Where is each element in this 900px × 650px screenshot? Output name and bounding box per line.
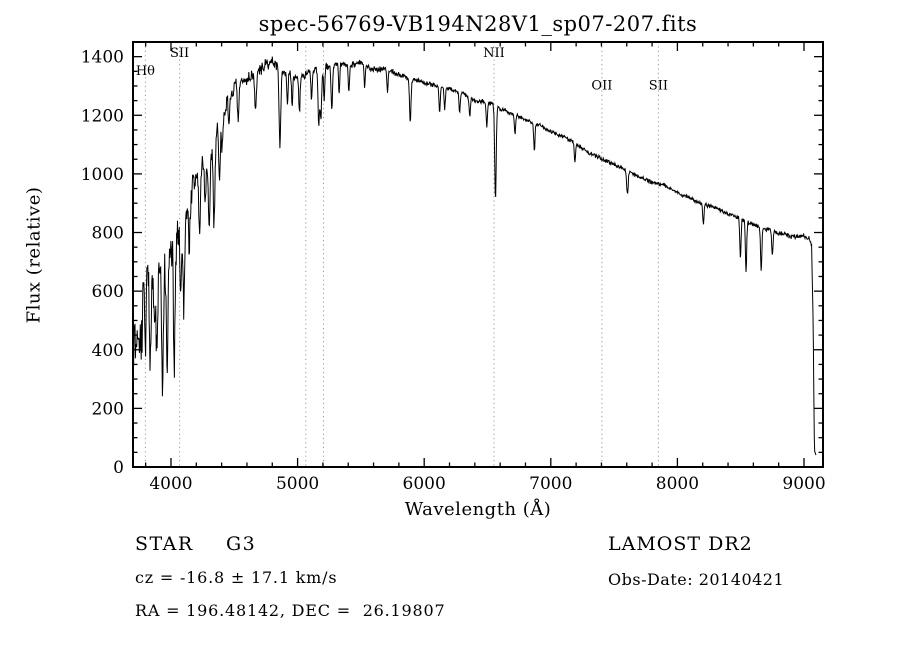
radial-velocity: cz = -16.8 ± 17.1 km/s [135, 568, 338, 587]
x-tick-label: 5000 [276, 474, 319, 494]
y-tick-label: 1200 [81, 106, 124, 126]
y-tick-label: 1000 [81, 165, 124, 185]
y-axis-label: Flux (relative) [23, 186, 45, 324]
object-subclass: G3 [226, 533, 257, 555]
x-axis-label: Wavelength (Å) [404, 499, 552, 520]
y-tick-label: 800 [92, 224, 124, 244]
spectral-marker-label: SII [170, 46, 189, 61]
y-tick-label: 400 [92, 341, 124, 361]
plot-frame [132, 41, 824, 468]
y-tick-label: 200 [92, 399, 124, 419]
spectrum-line [133, 56, 817, 456]
spectral-marker-label: Hθ [136, 64, 155, 79]
x-tick-label: 4000 [149, 474, 192, 494]
spectral-marker-label: SII [649, 79, 668, 94]
obs-date: Obs-Date: 20140421 [608, 570, 785, 589]
y-tick-label: 600 [92, 282, 124, 302]
ra-dec-coordinates: RA = 196.48142, DEC = 26.19807 [135, 601, 446, 620]
survey-name: LAMOST DR2 [608, 533, 753, 555]
spectral-marker-label: NII [483, 46, 505, 61]
figure-title: spec-56769-VB194N28V1_sp07-207.fits [258, 12, 698, 36]
y-tick-label: 0 [113, 458, 124, 478]
object-class: STAR [135, 533, 194, 555]
x-tick-label: 8000 [656, 474, 699, 494]
x-tick-label: 6000 [403, 474, 446, 494]
spectral-marker-label: OII [591, 79, 612, 94]
x-tick-label: 9000 [782, 474, 825, 494]
x-tick-label: 7000 [529, 474, 572, 494]
y-tick-label: 1400 [81, 48, 124, 68]
